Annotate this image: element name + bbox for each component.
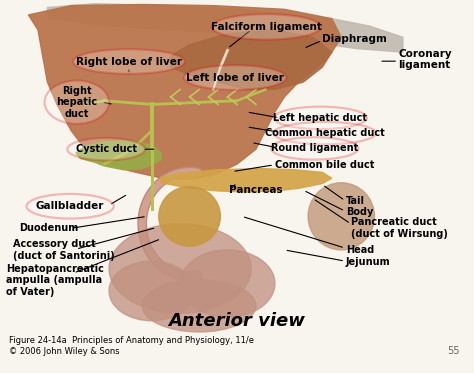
- Polygon shape: [28, 4, 341, 179]
- Text: Accessory duct
(duct of Santorini): Accessory duct (duct of Santorini): [13, 239, 115, 261]
- Ellipse shape: [212, 14, 321, 40]
- Polygon shape: [161, 169, 332, 192]
- Ellipse shape: [45, 81, 109, 124]
- Text: Common hepatic duct: Common hepatic duct: [265, 128, 384, 138]
- Text: Duodenum: Duodenum: [19, 223, 78, 233]
- Text: Anterior view: Anterior view: [169, 312, 305, 330]
- Polygon shape: [171, 30, 332, 90]
- Text: Common bile duct: Common bile duct: [275, 160, 374, 170]
- Polygon shape: [76, 141, 161, 170]
- Ellipse shape: [184, 65, 286, 90]
- Text: Head: Head: [346, 245, 374, 255]
- Ellipse shape: [180, 250, 275, 317]
- Text: Round ligament: Round ligament: [271, 144, 358, 153]
- Text: Tail: Tail: [346, 196, 365, 206]
- Text: Jejunum: Jejunum: [346, 257, 391, 267]
- Text: Diaphragm: Diaphragm: [322, 34, 387, 44]
- Ellipse shape: [159, 186, 220, 246]
- Text: Cystic duct: Cystic duct: [76, 144, 137, 154]
- Ellipse shape: [271, 137, 358, 160]
- Text: Right
hepatic
duct: Right hepatic duct: [56, 85, 97, 119]
- Text: Left lobe of liver: Left lobe of liver: [186, 73, 284, 82]
- Text: Coronary
ligament: Coronary ligament: [398, 49, 452, 70]
- Ellipse shape: [109, 261, 194, 321]
- Text: Left hepatic duct: Left hepatic duct: [273, 113, 367, 123]
- Text: 55: 55: [447, 346, 460, 355]
- Ellipse shape: [273, 122, 376, 144]
- Ellipse shape: [67, 138, 145, 160]
- Ellipse shape: [274, 107, 367, 129]
- Ellipse shape: [109, 224, 251, 313]
- Text: Right lobe of liver: Right lobe of liver: [76, 57, 182, 66]
- Text: Pancreas: Pancreas: [229, 185, 283, 195]
- Ellipse shape: [27, 194, 114, 219]
- Ellipse shape: [73, 49, 185, 74]
- Text: Figure 24-14a  Principles of Anatomy and Physiology, 11/e
© 2006 John Wiley & So: Figure 24-14a Principles of Anatomy and …: [9, 336, 255, 356]
- Ellipse shape: [142, 280, 256, 332]
- Text: Falciform ligament: Falciform ligament: [211, 22, 322, 32]
- Text: Pancreatic duct
(duct of Wirsung): Pancreatic duct (duct of Wirsung): [351, 217, 447, 239]
- Text: Body: Body: [346, 207, 374, 217]
- Text: Hepatopancreatic
ampulla (ampulla
of Vater): Hepatopancreatic ampulla (ampulla of Vat…: [6, 264, 103, 297]
- Ellipse shape: [308, 183, 374, 250]
- Text: Gallbladder: Gallbladder: [36, 201, 104, 211]
- Polygon shape: [47, 4, 403, 52]
